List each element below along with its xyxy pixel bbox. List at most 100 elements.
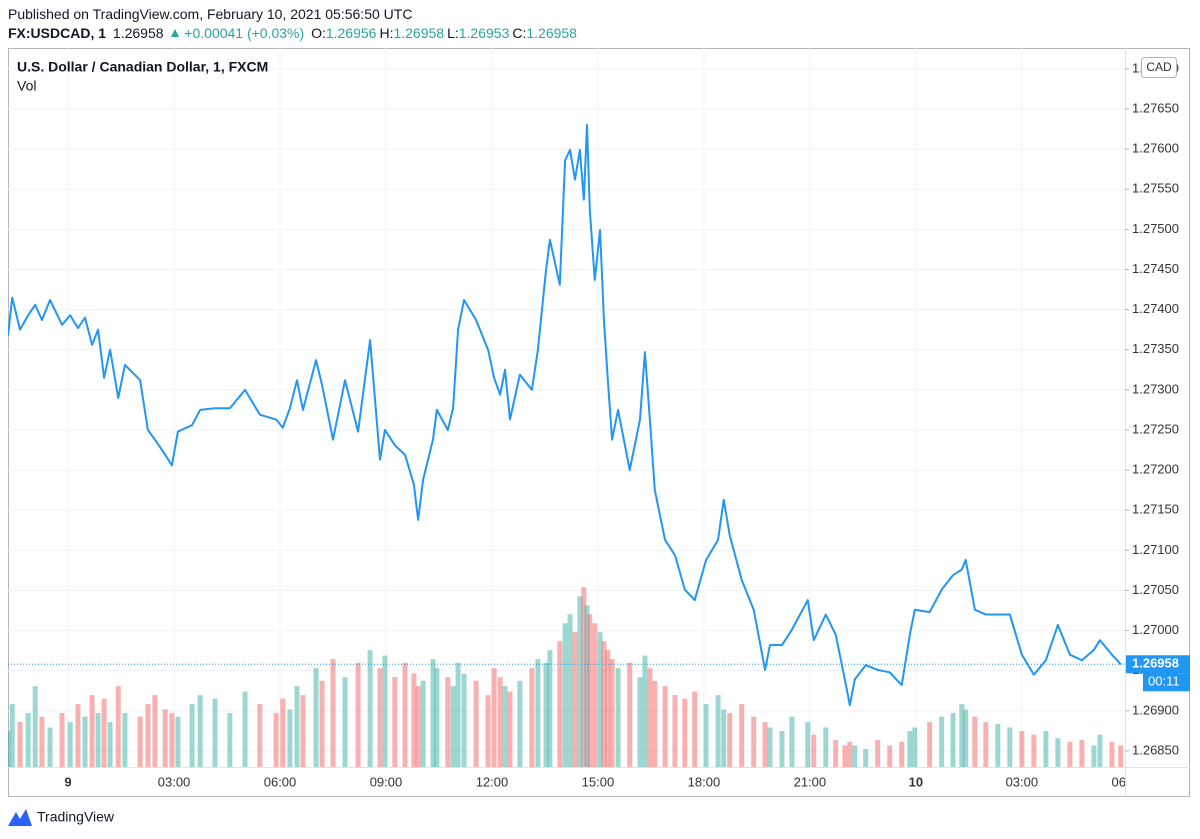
volume-bar <box>833 740 839 767</box>
volume-bar <box>382 655 388 767</box>
ohlc-label: C: <box>512 25 527 41</box>
volume-bar <box>402 662 408 767</box>
y-tick-label: 1.26900 <box>1132 702 1179 717</box>
volume-bar <box>567 614 573 767</box>
volume-bar <box>122 713 128 767</box>
volume-bar <box>89 695 95 767</box>
volume-bar <box>300 695 306 767</box>
plot <box>8 124 1125 767</box>
volume-bar <box>287 709 293 767</box>
volume-bar <box>197 695 203 767</box>
symbol: FX:USDCAD, 1 <box>8 25 107 41</box>
volume-bar <box>672 695 678 767</box>
volume-bar <box>597 632 603 767</box>
volume-bar <box>875 740 881 767</box>
volume-bar <box>280 698 286 767</box>
volume-bar <box>342 677 348 767</box>
ohlc-label: H: <box>379 25 394 41</box>
volume-bar <box>983 722 989 767</box>
volume-bar <box>517 680 523 767</box>
volume-bar <box>852 745 858 767</box>
volume-bar <box>227 713 233 767</box>
volume-bar <box>115 686 121 767</box>
volume-bar <box>652 680 658 767</box>
volume-bar <box>789 716 795 767</box>
change: +0.00041 (+0.03%) <box>184 25 305 41</box>
volume-bar <box>562 623 568 767</box>
volume-bar <box>767 727 773 767</box>
volume-bar <box>721 709 727 767</box>
volume-bar <box>662 686 668 767</box>
volume-bar <box>9 704 15 767</box>
y-tick-label: 1.27000 <box>1132 622 1179 637</box>
volume-bar <box>995 723 1001 767</box>
volume-bar <box>367 650 373 767</box>
volume-bar <box>1007 727 1013 767</box>
y-tick-label: 1.27450 <box>1132 261 1179 276</box>
volume-bar <box>912 727 918 767</box>
volume-bar <box>32 686 38 767</box>
volume-bar <box>67 722 73 767</box>
x-tick-label: 9 <box>64 774 71 789</box>
volume-bar <box>175 716 181 767</box>
volume-bar <box>543 662 549 767</box>
volume-bar <box>169 713 175 767</box>
overlay: 1.26958 00:11 <box>1126 655 1190 692</box>
brand-logo <box>8 809 32 826</box>
volume-bar <box>485 695 491 767</box>
chart-frame <box>8 48 1190 797</box>
last-price: 1.26958 <box>112 25 164 41</box>
volume-bar <box>415 686 421 767</box>
ohlc-value: 1.26956 <box>325 25 377 41</box>
volume-bar <box>647 668 653 767</box>
y-tick-label: 1.27400 <box>1132 301 1179 316</box>
volume-bar <box>692 691 698 767</box>
ohlc-value: 1.26958 <box>526 25 577 41</box>
countdown-badge <box>1143 673 1190 692</box>
y-tick-label: 1.27050 <box>1132 582 1179 597</box>
volume-bar <box>887 745 893 767</box>
volume-bar <box>972 716 978 767</box>
volume-bar <box>242 691 248 767</box>
volume-bar <box>330 659 336 767</box>
volume-bar <box>189 704 195 767</box>
volume-bar <box>1118 745 1124 767</box>
currency-badge <box>1141 57 1177 78</box>
x-tick-label: 09:00 <box>370 774 403 789</box>
volume-bar <box>461 673 467 767</box>
volume-bar <box>313 668 319 767</box>
volume-bar <box>101 698 107 767</box>
x-tick-label: 10 <box>909 774 923 789</box>
ohlc-label: L: <box>447 25 459 41</box>
volume-bar <box>703 704 709 767</box>
volume-bar <box>445 677 451 767</box>
volume-bar <box>627 662 633 767</box>
volume-bar <box>1091 745 1097 767</box>
volume-bar <box>863 749 869 767</box>
volume-bar <box>162 709 168 767</box>
x-tick-label: 15:00 <box>582 774 615 789</box>
price-line <box>8 124 1122 707</box>
volume-bar <box>502 686 508 767</box>
y-tick-label: 1.27500 <box>1132 221 1179 236</box>
volume-bar <box>547 650 553 767</box>
volume-bar <box>805 722 811 767</box>
volume-bar <box>637 677 643 767</box>
volume-bar <box>450 686 456 767</box>
volume-bar <box>430 659 436 767</box>
countdown: 00:11 <box>1148 674 1180 689</box>
y-tick-label: 1.27200 <box>1132 462 1179 477</box>
y-tick-label: 1.27250 <box>1132 421 1179 436</box>
volume-bar <box>257 704 263 767</box>
volume-bar <box>601 641 607 767</box>
last-price-label: 1.26958 <box>1132 656 1179 671</box>
volume-bar <box>939 716 945 767</box>
volume-bar <box>592 623 598 767</box>
x-tick-label: 06:00 <box>1112 774 1145 789</box>
volume-bar <box>1043 731 1049 767</box>
y-tick-label: 1.27600 <box>1132 141 1179 156</box>
last-price-badge <box>1126 655 1190 674</box>
volume-bar <box>751 716 757 767</box>
volume-bar <box>497 677 503 767</box>
